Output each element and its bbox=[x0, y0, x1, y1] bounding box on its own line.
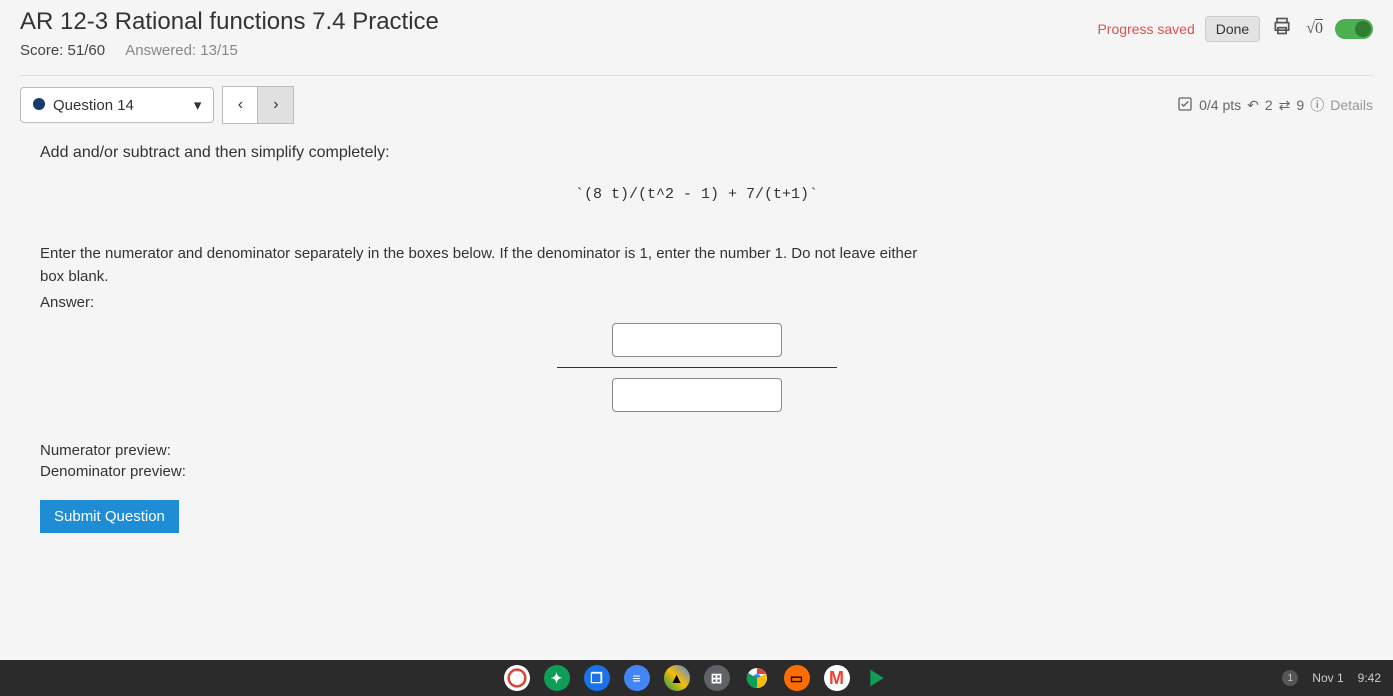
denominator-input[interactable] bbox=[612, 378, 782, 412]
taskbar-app-icon[interactable] bbox=[504, 665, 530, 691]
toggle-switch[interactable] bbox=[1335, 19, 1373, 39]
taskbar-app-icon[interactable]: ✦ bbox=[544, 665, 570, 691]
question-label: Question 14 bbox=[53, 97, 134, 114]
fraction-input bbox=[557, 323, 837, 412]
taskbar-time: 9:42 bbox=[1358, 671, 1381, 685]
done-button[interactable]: Done bbox=[1205, 16, 1260, 42]
checkbox-icon bbox=[1177, 96, 1193, 115]
print-icon[interactable] bbox=[1270, 14, 1294, 43]
points-text: 0/4 pts bbox=[1199, 97, 1241, 113]
question-selector[interactable]: Question 14 ▾ bbox=[20, 87, 214, 123]
score-text: Score: 51/60 bbox=[20, 42, 105, 59]
info-icon: ⓘ bbox=[1310, 95, 1324, 115]
denominator-preview-label: Denominator preview: bbox=[40, 463, 1353, 480]
taskbar-date: Nov 1 bbox=[1312, 671, 1343, 685]
chevron-down-icon: ▾ bbox=[194, 96, 202, 114]
taskbar-drive-icon[interactable]: ▲ bbox=[664, 665, 690, 691]
details-link[interactable]: Details bbox=[1330, 97, 1373, 113]
retries-count: 2 bbox=[1265, 97, 1273, 113]
taskbar: ✦ ❐ ≡ ▲ ⊞ ▭ M 1 Nov 1 9:42 bbox=[0, 660, 1393, 696]
progress-saved-label: Progress saved bbox=[1097, 21, 1194, 37]
taskbar-play-icon[interactable] bbox=[864, 665, 890, 691]
answer-label: Answer: bbox=[40, 294, 1353, 311]
taskbar-app-icon[interactable]: ⊞ bbox=[704, 665, 730, 691]
fraction-bar bbox=[557, 367, 837, 368]
question-instructions: Enter the numerator and denominator sepa… bbox=[40, 243, 920, 288]
prev-question-button[interactable]: ‹ bbox=[222, 86, 258, 124]
taskbar-app-icon[interactable]: ❐ bbox=[584, 665, 610, 691]
submit-question-button[interactable]: Submit Question bbox=[40, 500, 179, 533]
attempts-count: 9 bbox=[1296, 97, 1304, 113]
question-expression: `(8 t)/(t^2 - 1) + 7/(t+1)` bbox=[40, 186, 1353, 203]
taskbar-app-icon[interactable]: ▭ bbox=[784, 665, 810, 691]
retry-icon: ↶ bbox=[1247, 97, 1259, 114]
taskbar-chrome-icon[interactable] bbox=[744, 665, 770, 691]
notification-icon[interactable]: 1 bbox=[1282, 670, 1298, 686]
page-title: AR 12-3 Rational functions 7.4 Practice bbox=[20, 8, 439, 36]
answered-text: Answered: 13/15 bbox=[125, 42, 238, 59]
math-input-icon[interactable]: √0 bbox=[1304, 18, 1325, 40]
taskbar-gmail-icon[interactable]: M bbox=[824, 665, 850, 691]
next-question-button[interactable]: › bbox=[258, 86, 294, 124]
taskbar-app-icon[interactable]: ≡ bbox=[624, 665, 650, 691]
divider bbox=[20, 75, 1373, 76]
numerator-input[interactable] bbox=[612, 323, 782, 357]
question-prompt: Add and/or subtract and then simplify co… bbox=[40, 144, 1353, 162]
numerator-preview-label: Numerator preview: bbox=[40, 442, 1353, 459]
status-dot-icon bbox=[33, 98, 45, 110]
attempts-icon: ⇄ bbox=[1279, 97, 1291, 114]
